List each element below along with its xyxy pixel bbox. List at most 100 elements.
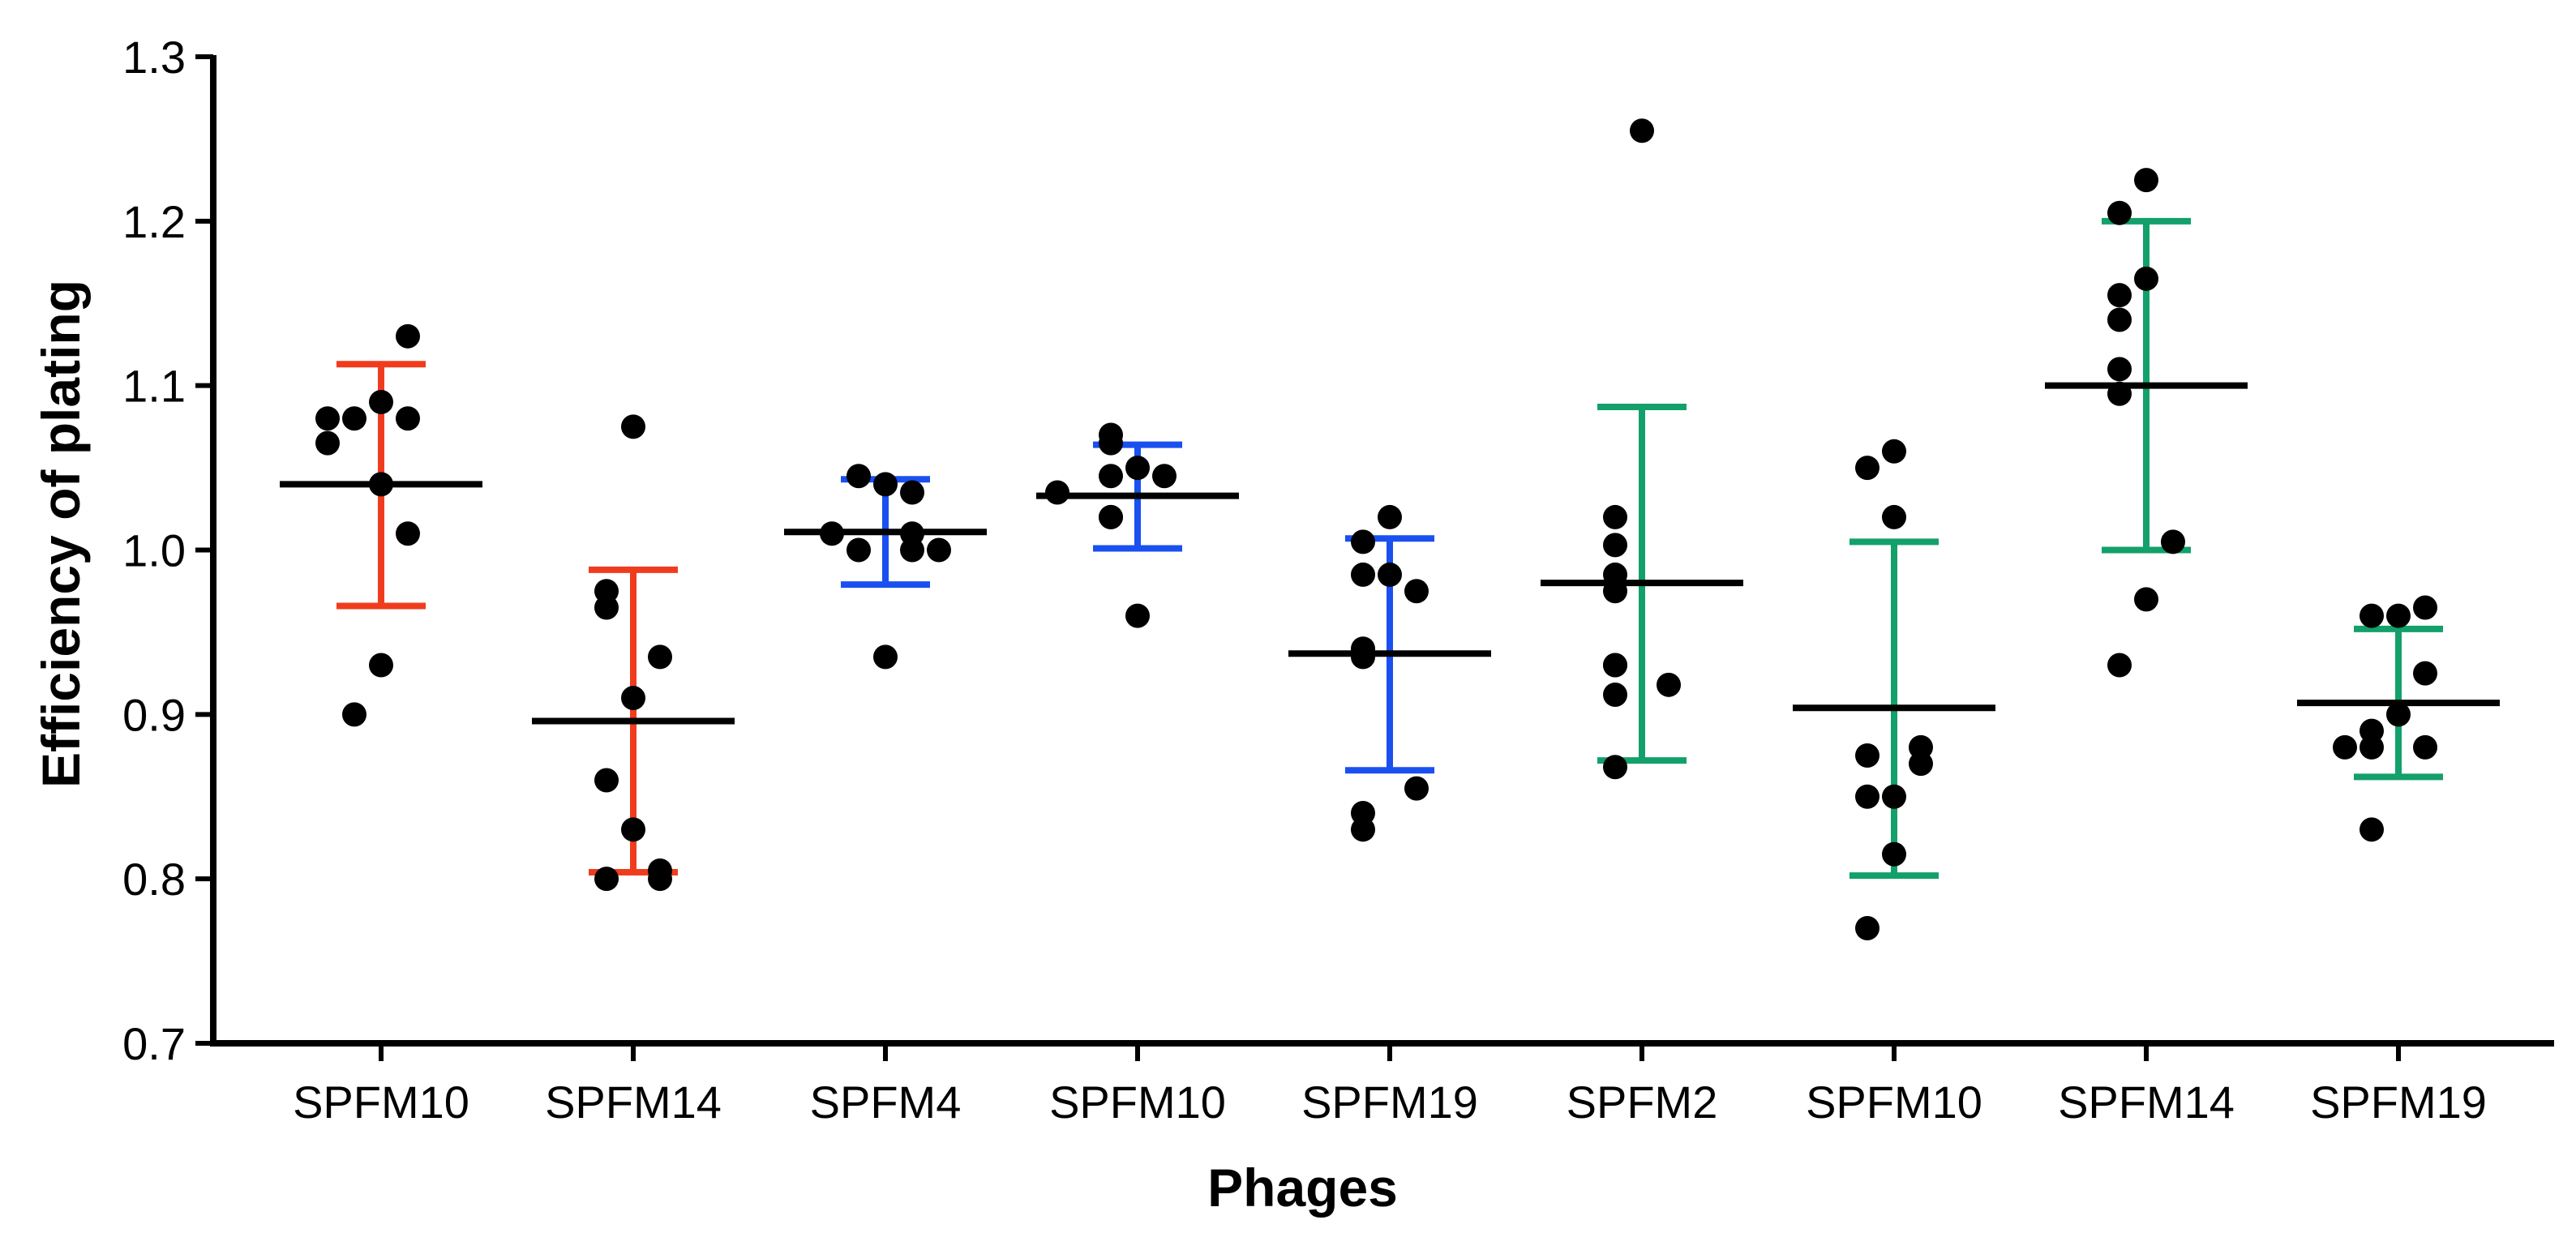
data-point bbox=[594, 867, 619, 892]
data-point bbox=[2333, 734, 2357, 760]
group-1 bbox=[280, 323, 482, 727]
x-tick-label: SPFM10 bbox=[293, 1077, 469, 1128]
data-point bbox=[594, 768, 619, 793]
y-tick-label: 1.0 bbox=[122, 525, 186, 576]
data-point bbox=[2107, 283, 2132, 308]
y-axis-ticks: 0.7 0.8 0.9 1.0 1.1 1.2 1.3 bbox=[122, 32, 213, 1069]
data-point bbox=[2134, 266, 2158, 291]
data-point bbox=[1855, 743, 1879, 768]
group-2 bbox=[532, 414, 735, 892]
data-point bbox=[1855, 916, 1879, 941]
x-tick-label: SPFM2 bbox=[1567, 1077, 1718, 1128]
data-point bbox=[1603, 533, 1627, 558]
data-point bbox=[2107, 653, 2132, 678]
group-9 bbox=[2297, 595, 2500, 842]
data-point bbox=[1351, 817, 1375, 842]
group-4 bbox=[1036, 422, 1239, 628]
x-tick-label: SPFM10 bbox=[1806, 1077, 1982, 1128]
data-point bbox=[1882, 784, 1906, 809]
data-point bbox=[2107, 307, 2132, 332]
data-point bbox=[2134, 168, 2158, 193]
data-point bbox=[1351, 562, 1375, 587]
group-6 bbox=[1541, 118, 1743, 780]
data-point bbox=[621, 817, 645, 842]
data-point bbox=[1882, 841, 1906, 867]
data-point bbox=[1630, 118, 1654, 143]
y-tick-label: 1.1 bbox=[122, 361, 186, 412]
data-point bbox=[1152, 464, 1177, 489]
x-tick-label: SPFM14 bbox=[2058, 1077, 2235, 1128]
y-tick-label: 0.9 bbox=[122, 689, 186, 740]
data-point bbox=[2107, 357, 2132, 382]
data-point bbox=[1378, 504, 1402, 529]
data-point bbox=[2413, 661, 2437, 686]
y-tick-label: 0.8 bbox=[122, 854, 186, 905]
x-tick-label: SPFM14 bbox=[545, 1077, 722, 1128]
x-tick-label: SPFM19 bbox=[1301, 1077, 1478, 1128]
data-point bbox=[900, 480, 924, 505]
data-point bbox=[342, 406, 366, 431]
y-axis-title: Efficiency of plating bbox=[31, 280, 91, 788]
data-point bbox=[1125, 456, 1150, 481]
data-point bbox=[2360, 603, 2384, 628]
data-point bbox=[1099, 464, 1123, 489]
data-point bbox=[2386, 702, 2411, 727]
data-groups bbox=[280, 118, 2500, 941]
x-axis-title: Phages bbox=[1207, 1158, 1398, 1218]
data-point bbox=[1603, 653, 1627, 678]
data-point bbox=[873, 472, 898, 497]
y-tick-label: 0.7 bbox=[122, 1018, 186, 1069]
data-point bbox=[1125, 603, 1150, 628]
data-point bbox=[369, 389, 393, 414]
data-point bbox=[2134, 587, 2158, 612]
data-point bbox=[396, 323, 420, 349]
y-tick-label: 1.3 bbox=[122, 32, 186, 83]
data-point bbox=[1099, 504, 1123, 529]
data-point bbox=[1378, 562, 1402, 587]
x-axis-ticks: SPFM10 SPFM14 SPFM4 SPFM10 SPFM19 SPFM2 SPFM10… bbox=[293, 1043, 2487, 1128]
y-tick-label: 1.2 bbox=[122, 196, 186, 247]
data-point bbox=[369, 653, 393, 678]
data-point bbox=[1404, 579, 1429, 604]
data-point bbox=[2413, 734, 2437, 760]
data-point bbox=[1351, 529, 1375, 554]
data-point bbox=[2161, 529, 2185, 554]
data-point bbox=[2386, 603, 2411, 628]
data-point bbox=[1855, 456, 1879, 481]
data-point bbox=[1657, 672, 1681, 697]
data-point bbox=[2360, 734, 2384, 760]
data-point bbox=[2360, 817, 2384, 842]
group-3 bbox=[784, 464, 987, 670]
data-point bbox=[847, 537, 871, 563]
data-point bbox=[2413, 595, 2437, 620]
data-point bbox=[621, 414, 645, 439]
data-point bbox=[1045, 480, 1069, 505]
data-point bbox=[396, 406, 420, 431]
data-point bbox=[1855, 784, 1879, 809]
data-point bbox=[927, 537, 951, 563]
data-point bbox=[1909, 751, 1933, 777]
x-tick-label: SPFM10 bbox=[1049, 1077, 1226, 1128]
data-point bbox=[315, 406, 340, 431]
data-point bbox=[1882, 439, 1906, 464]
data-point bbox=[847, 464, 871, 489]
group-7 bbox=[1793, 439, 1995, 941]
data-point bbox=[1404, 776, 1429, 801]
data-point bbox=[1882, 504, 1906, 529]
group-8 bbox=[2045, 168, 2248, 678]
data-point bbox=[594, 595, 619, 620]
data-point bbox=[315, 430, 340, 456]
x-tick-label: SPFM4 bbox=[810, 1077, 962, 1128]
data-point bbox=[396, 521, 420, 546]
data-point bbox=[1603, 682, 1627, 707]
data-point bbox=[1603, 755, 1627, 780]
data-point bbox=[1603, 504, 1627, 529]
data-point bbox=[621, 686, 645, 711]
data-point bbox=[342, 702, 366, 727]
data-point bbox=[2107, 200, 2132, 225]
data-point bbox=[1099, 422, 1123, 447]
data-point bbox=[900, 537, 924, 563]
data-point bbox=[873, 644, 898, 670]
x-tick-label: SPFM19 bbox=[2310, 1077, 2487, 1128]
